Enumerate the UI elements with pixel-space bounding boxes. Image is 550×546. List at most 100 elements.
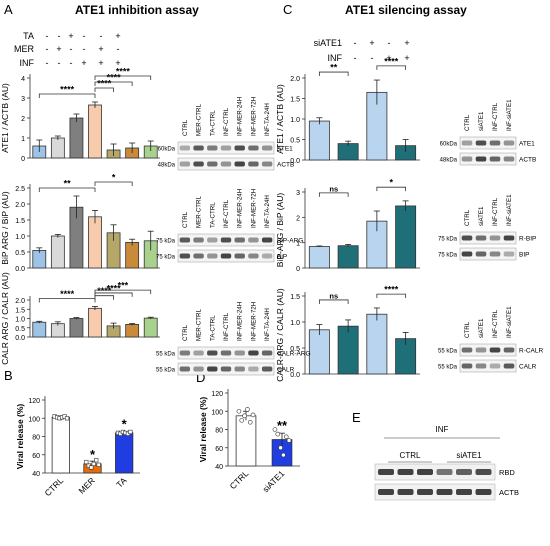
blot-band: [234, 161, 245, 167]
blot-band: [193, 161, 204, 167]
blot-band: [179, 237, 191, 243]
blot-kda-label: 75 kDa: [438, 253, 458, 259]
blot-a3: CTRL MER-CTRL TA-CTRL INF-CTRL INF-MER-24H IN…: [156, 302, 311, 376]
significance-bracket: [38, 187, 96, 192]
y-tick-label: 4: [21, 76, 25, 83]
blot-band: [248, 145, 259, 151]
significance-label: ****: [60, 289, 75, 299]
treatment-sign: +: [404, 38, 409, 48]
treatment-row-label: MER: [14, 44, 35, 54]
blot-lane-label: MER-CTRL: [196, 103, 203, 136]
y-tick-label: 0.5: [290, 346, 300, 353]
treatment-sign: -: [354, 38, 357, 48]
treatment-sign: -: [83, 44, 86, 54]
y-tick-label: 2.0: [290, 76, 300, 83]
y-axis-label: Viral release (%): [15, 404, 25, 470]
blot-lane-label: INF-CTRL: [492, 197, 499, 226]
blot-band: [397, 489, 414, 495]
blot-strip: [459, 359, 517, 373]
data-point: [275, 431, 281, 437]
blot-band: [436, 489, 453, 495]
blot-strip: [459, 152, 517, 166]
y-tick-label: 1.0: [15, 317, 25, 324]
treatment-sign: +: [68, 31, 73, 41]
bar: [50, 323, 65, 338]
panel-title-a: ATE1 inhibition assay: [75, 3, 199, 17]
blot-lane-label: INF-CTRL: [223, 312, 230, 341]
blot-band: [489, 347, 501, 353]
treatment-sign: -: [70, 58, 73, 68]
blot-band: [461, 251, 473, 257]
bar: [50, 137, 65, 159]
treatment-sign: -: [58, 58, 61, 68]
blot-band: [475, 469, 492, 475]
blot-band: [475, 489, 492, 495]
treatment-sign: -: [46, 31, 49, 41]
blot-lane-label: siATE1: [478, 206, 485, 226]
treatment-sign: +: [404, 53, 409, 63]
blot-protein-label: ATE1: [519, 141, 535, 148]
blot-band: [261, 145, 273, 151]
bar: [143, 317, 158, 338]
y-tick-label: 0.5: [290, 138, 300, 145]
significance-label: ***: [118, 281, 129, 291]
blot-lane-label: TA-CTRL: [209, 202, 216, 228]
significance-bracket: [376, 293, 407, 299]
y-axis-label: BiP ARG / BiP (AU): [0, 191, 10, 265]
blot-e: INF CTRL siATE1 RBD ACTB: [374, 425, 519, 501]
blot-band: [207, 253, 218, 259]
data-point: [272, 427, 278, 432]
blot-lane-label: INF-MER-72H: [250, 189, 257, 228]
blot-band: [456, 489, 472, 495]
blot-lane-label: INF-MER-24H: [237, 189, 244, 228]
blot-protein-label: CALR: [277, 367, 295, 374]
treatment-row-label: TA: [23, 31, 34, 41]
significance-label: ns: [329, 291, 338, 300]
blot-strip: [459, 136, 517, 150]
blot-lane-label: CTRL: [464, 321, 471, 338]
treatment-row-label: INF: [20, 58, 35, 68]
blot-strip: [374, 463, 496, 481]
blot-band: [248, 237, 259, 243]
y-axis-label: BiP-ARG / BiP (AU): [275, 193, 285, 268]
treatment-sign: -: [70, 44, 73, 54]
blot-band: [179, 161, 191, 167]
y-tick-label: 0.0: [15, 266, 25, 273]
blot-band: [397, 469, 414, 475]
blot-band: [503, 156, 515, 162]
blot-band: [489, 235, 501, 241]
blot-band: [234, 253, 245, 259]
bar: [125, 241, 140, 269]
treatment-sign: -: [117, 44, 120, 54]
blot-kda-label: 75 kDa: [156, 239, 176, 245]
blot-lane-label: INF-CTRL: [223, 199, 230, 228]
blot-strip: [459, 343, 517, 357]
y-tick-label: 0.5: [15, 250, 25, 257]
significance-label: ****: [60, 85, 75, 95]
blot-kda-label: 75 kDa: [156, 255, 176, 261]
blot-lane-label: INF-TA-24H: [264, 308, 271, 341]
blot-band: [503, 235, 515, 241]
blot-protein-label: ACTB: [277, 162, 294, 169]
blot-band: [248, 366, 259, 372]
y-tick-label: 0: [296, 266, 300, 273]
blot-strip: [459, 231, 517, 245]
y-tick-label: 100: [211, 409, 223, 416]
y-tick-label: 2.0: [15, 298, 25, 305]
data-point: [286, 438, 292, 443]
y-tick-label: 1.5: [15, 218, 25, 225]
blot-lane-label: MER-CTRL: [196, 308, 203, 341]
significance-bracket: [38, 298, 96, 303]
blot-band: [234, 145, 245, 151]
treatment-row-label: siATE1: [314, 38, 342, 48]
treatment-tables: TA - - + - - +MER - + - - + -INF - - - + + +siATE1- + - +INF -…: [14, 31, 410, 68]
blot-lane-label: INF-MER-72H: [250, 302, 257, 341]
blot-protein-label: ATE1: [277, 146, 293, 153]
y-axis-label: ATE1 / ACTB (AU): [275, 84, 285, 154]
y-tick-label: 120: [211, 391, 223, 398]
blot-protein-label: BiP: [277, 254, 287, 261]
blot-band: [475, 156, 487, 162]
